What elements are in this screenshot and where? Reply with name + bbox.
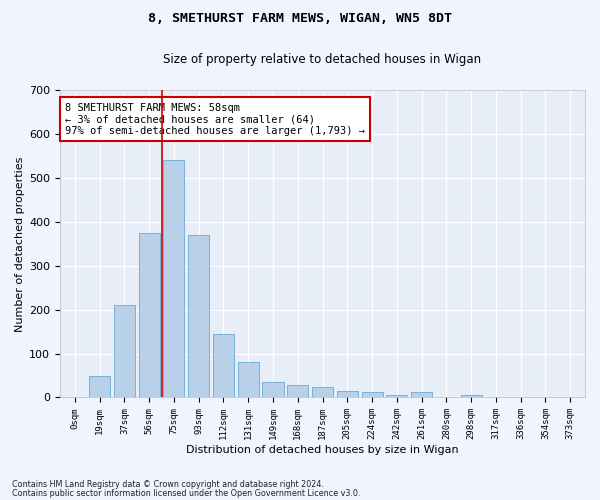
Text: Contains HM Land Registry data © Crown copyright and database right 2024.: Contains HM Land Registry data © Crown c… (12, 480, 324, 489)
Bar (64, 396, 85, 398)
Bar (337, 391, 358, 398)
Text: 8, SMETHURST FARM MEWS, WIGAN, WN5 8DT: 8, SMETHURST FARM MEWS, WIGAN, WN5 8DT (148, 12, 452, 26)
Bar (386, 396, 407, 398)
Title: Size of property relative to detached houses in Wigan: Size of property relative to detached ho… (163, 52, 482, 66)
Bar (238, 362, 259, 398)
Bar (362, 392, 383, 398)
Bar (262, 382, 284, 398)
X-axis label: Distribution of detached houses by size in Wigan: Distribution of detached houses by size … (186, 445, 459, 455)
Bar (312, 386, 333, 398)
Bar (114, 306, 135, 398)
Bar (213, 334, 234, 398)
Bar (287, 385, 308, 398)
Bar (485, 396, 506, 398)
Bar (89, 376, 110, 398)
Bar (163, 160, 184, 398)
Bar (436, 396, 457, 398)
Text: 8 SMETHURST FARM MEWS: 58sqm
← 3% of detached houses are smaller (64)
97% of sem: 8 SMETHURST FARM MEWS: 58sqm ← 3% of det… (65, 102, 365, 136)
Bar (139, 233, 160, 398)
Bar (461, 396, 482, 398)
Text: Contains public sector information licensed under the Open Government Licence v3: Contains public sector information licen… (12, 488, 361, 498)
Bar (188, 235, 209, 398)
Bar (411, 392, 432, 398)
Y-axis label: Number of detached properties: Number of detached properties (15, 156, 25, 332)
